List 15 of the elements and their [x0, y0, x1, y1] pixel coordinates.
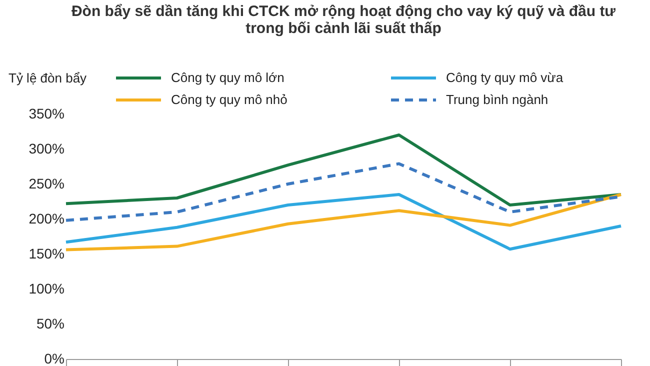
legend-label: Công ty quy mô lớn [171, 70, 284, 85]
y-tick-label: 250% [28, 176, 64, 192]
y-tick-label: 50% [36, 316, 64, 332]
y-tick-label: 100% [28, 280, 64, 296]
legend-label: Công ty quy mô nhỏ [171, 92, 288, 107]
y-tick-label: 0% [44, 350, 64, 366]
chart-title: Đòn bẩy sẽ dần tăng khi CTCK mở rộng hoạt động cho vay ký quỹ và đầu tư trong bối cảnh lãi suất thấp [71, 3, 616, 37]
y-tick-label: 350% [28, 106, 64, 122]
legend-label: Trung bình ngành [446, 92, 548, 107]
y-tick-label: 200% [28, 210, 64, 226]
y-tick-label: 300% [28, 140, 64, 156]
line-series [64, 134, 622, 206]
y-tick-label: 150% [28, 246, 64, 262]
legend-label: Công ty quy mô vừa [446, 70, 564, 85]
y-axis-title: Tỷ lệ đòn bẩy [8, 70, 88, 86]
